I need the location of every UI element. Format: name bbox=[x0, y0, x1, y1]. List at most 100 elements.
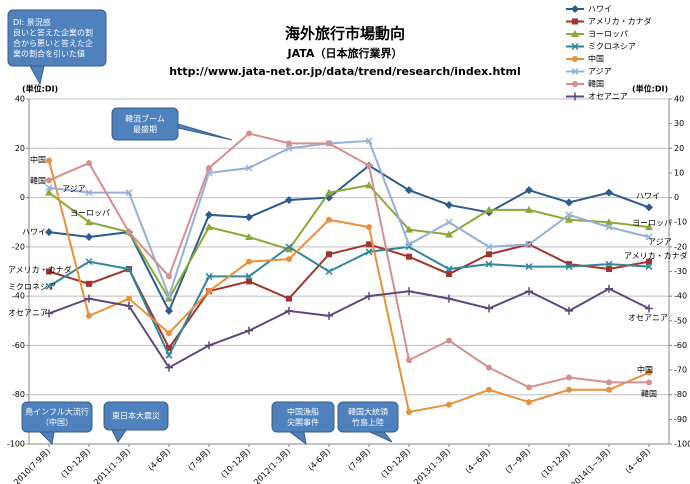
legend-label: アジア bbox=[588, 67, 612, 76]
callout-text: 鳥インフル大流行 bbox=[25, 406, 89, 416]
marker bbox=[646, 379, 652, 386]
series-line bbox=[48, 132, 649, 389]
marker bbox=[525, 287, 533, 296]
series-start-label: ヨーロッパ bbox=[70, 209, 110, 218]
callout-box bbox=[271, 401, 335, 433]
chart-title: 海外旅行市場動向 bbox=[285, 25, 405, 43]
marker bbox=[605, 188, 613, 197]
marker bbox=[565, 198, 573, 207]
marker bbox=[125, 189, 133, 197]
y2-tick-label: 10 bbox=[674, 168, 684, 177]
marker bbox=[46, 157, 52, 164]
callout-text: （中国） bbox=[41, 417, 73, 427]
marker bbox=[485, 260, 493, 268]
marker bbox=[445, 294, 453, 303]
callout-box bbox=[7, 9, 107, 67]
marker bbox=[571, 42, 579, 51]
y2-tick-label: 30 bbox=[674, 119, 684, 128]
legend-label: ハワイ bbox=[588, 5, 612, 14]
series-end-label: アジア bbox=[648, 238, 672, 247]
marker bbox=[645, 233, 653, 241]
callout-box bbox=[21, 401, 93, 433]
marker bbox=[605, 284, 613, 293]
marker bbox=[85, 218, 93, 226]
callout-text: 東日本大震災 bbox=[112, 411, 160, 421]
callout-text: 中国漁船 bbox=[287, 406, 319, 416]
marker bbox=[285, 306, 293, 315]
marker bbox=[486, 386, 492, 393]
marker bbox=[445, 218, 453, 226]
marker bbox=[571, 92, 579, 101]
y2-tick-label: -40 bbox=[674, 292, 687, 301]
callout-text: 竹島上陸 bbox=[352, 417, 384, 427]
series-line bbox=[48, 243, 650, 350]
marker bbox=[565, 215, 573, 223]
marker bbox=[646, 369, 652, 376]
marker bbox=[325, 267, 333, 276]
marker bbox=[525, 205, 533, 213]
callout-text: 最盛期 bbox=[133, 124, 157, 134]
marker bbox=[126, 229, 132, 236]
callout-text: 業の割合を引いた値 bbox=[13, 48, 85, 58]
marker bbox=[205, 272, 213, 280]
marker bbox=[45, 188, 53, 196]
marker bbox=[125, 302, 133, 310]
marker bbox=[605, 218, 613, 226]
y-tick-label: 0 bbox=[20, 193, 25, 202]
y2-axis-label: (単位:DI) bbox=[632, 84, 668, 94]
marker bbox=[285, 243, 293, 251]
y-tick-label: -60 bbox=[12, 341, 25, 350]
marker bbox=[485, 304, 493, 313]
marker bbox=[526, 384, 532, 391]
marker bbox=[126, 295, 132, 302]
series-line bbox=[48, 164, 650, 314]
marker bbox=[405, 240, 413, 248]
marker bbox=[645, 263, 653, 271]
marker bbox=[285, 144, 293, 152]
series-line bbox=[48, 184, 650, 301]
marker bbox=[446, 337, 452, 344]
marker bbox=[286, 295, 292, 302]
marker bbox=[406, 357, 412, 364]
marker bbox=[46, 177, 52, 184]
marker bbox=[405, 287, 413, 296]
marker bbox=[165, 292, 173, 300]
series-line bbox=[48, 160, 650, 414]
callout-text: 韓国大統領 bbox=[348, 406, 388, 416]
marker bbox=[566, 374, 572, 381]
marker bbox=[246, 278, 252, 285]
marker bbox=[365, 137, 373, 145]
legend-label: オセアニア bbox=[588, 92, 628, 101]
series-line bbox=[48, 287, 650, 369]
y2-tick-label: -50 bbox=[674, 316, 687, 325]
marker bbox=[405, 225, 413, 233]
marker bbox=[45, 184, 53, 192]
marker bbox=[571, 5, 579, 13]
y-tick-label: -40 bbox=[12, 292, 25, 301]
y2-tick-label: -90 bbox=[674, 415, 687, 424]
marker bbox=[565, 306, 573, 315]
series-start-label: ハワイ bbox=[22, 228, 46, 237]
callout-text: 良いと答えた企業の割 bbox=[13, 27, 93, 37]
marker bbox=[325, 311, 333, 320]
marker bbox=[365, 181, 373, 189]
series-start-label: ミクロネシア bbox=[8, 283, 56, 292]
series-start-label: アメリカ・カナダ bbox=[8, 265, 72, 275]
marker bbox=[366, 224, 372, 231]
y-axis-label: (単位:DI) bbox=[22, 84, 58, 94]
series-line bbox=[48, 139, 650, 300]
y2-tick-label: 0 bbox=[674, 193, 679, 202]
marker bbox=[326, 140, 332, 147]
marker bbox=[85, 258, 93, 266]
chart-subtitle: JATA（日本旅行業界） bbox=[287, 46, 403, 60]
y2-tick-label: 20 bbox=[674, 144, 684, 153]
marker bbox=[85, 189, 93, 197]
marker bbox=[205, 210, 213, 219]
series-end-label: オセアニア bbox=[628, 314, 668, 323]
marker bbox=[86, 160, 92, 167]
marker bbox=[245, 213, 253, 222]
callout-box bbox=[337, 401, 399, 433]
marker bbox=[486, 364, 492, 371]
